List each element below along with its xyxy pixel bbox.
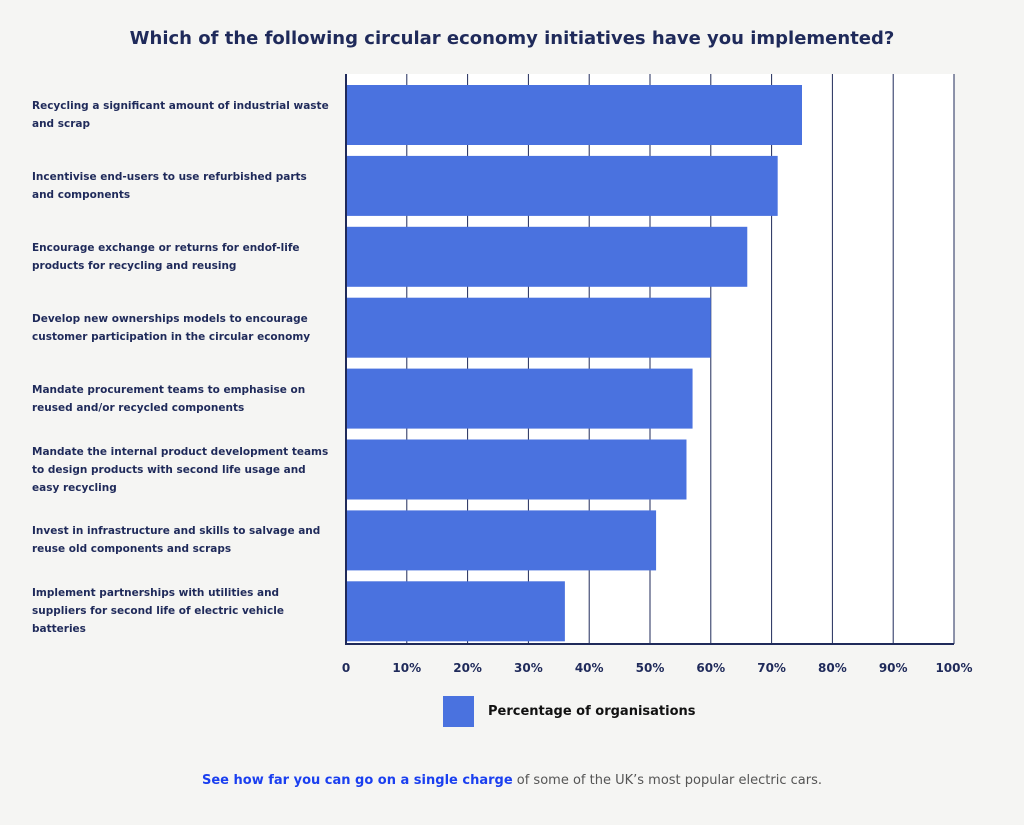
x-tick-label: 100% xyxy=(935,661,972,675)
x-tick-label: 50% xyxy=(636,661,665,675)
x-tick-label: 30% xyxy=(514,661,543,675)
x-tick-label: 90% xyxy=(879,661,908,675)
legend-swatch xyxy=(443,695,474,727)
bar xyxy=(346,155,778,216)
x-tick-label: 20% xyxy=(453,661,482,675)
bar xyxy=(346,581,565,642)
x-tick-label: 40% xyxy=(575,661,604,675)
category-label: Implement partnerships with utilities an… xyxy=(32,587,284,636)
category-label: Incentivise end-users to use refurbished… xyxy=(32,170,307,201)
bar-chart: 0 10% 20% 30% 40% 50% 60% 70% 80% 90% 100% xyxy=(342,74,973,675)
legend-label: Percentage of organisations xyxy=(488,703,696,719)
x-tick-label: 10% xyxy=(392,661,421,675)
category-label: Invest in infrastructure and skills to s… xyxy=(32,525,321,556)
bar xyxy=(346,85,802,145)
x-tick-label: 60% xyxy=(696,661,725,675)
bar xyxy=(346,226,748,287)
bar xyxy=(346,439,687,500)
category-label: Mandate the internal product development… xyxy=(32,445,329,494)
category-label: Mandate procurement teams to emphasise o… xyxy=(32,383,306,414)
bar xyxy=(346,368,693,429)
category-label: Recycling a significant amount of indust… xyxy=(32,100,329,130)
bar xyxy=(346,510,657,571)
x-tick-label: 70% xyxy=(757,661,786,675)
footer: See how far you can go on a single charg… xyxy=(0,773,1024,788)
legend: Percentage of organisations xyxy=(443,695,696,727)
footer-link[interactable]: See how far you can go on a single charg… xyxy=(201,773,513,788)
category-label: Develop new ownerships models to encoura… xyxy=(32,312,311,343)
x-tick-label: 0 xyxy=(342,661,350,675)
category-label: Encourage exchange or returns for endof-… xyxy=(32,241,300,272)
footer-text: of some of the UK’s most popular electri… xyxy=(512,773,822,788)
bar xyxy=(346,297,711,358)
x-tick-label: 80% xyxy=(818,661,847,675)
chart-title: Which of the following circular economy … xyxy=(129,28,895,49)
